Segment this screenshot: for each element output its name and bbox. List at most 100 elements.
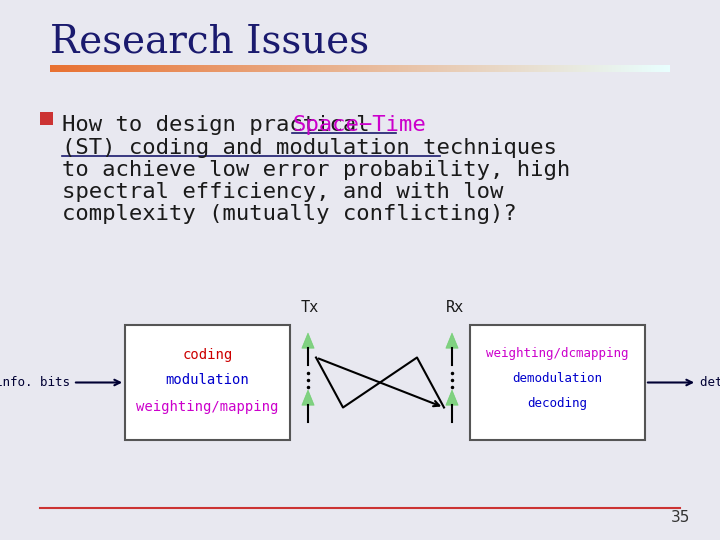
Bar [616, 65, 617, 72]
Bar [629, 65, 630, 72]
Bar [165, 65, 166, 72]
Bar [614, 65, 615, 72]
Bar [464, 65, 465, 72]
Bar [130, 65, 131, 72]
Bar [313, 65, 314, 72]
Bar [291, 65, 292, 72]
Bar [525, 65, 526, 72]
Bar [408, 65, 409, 72]
Bar [644, 65, 645, 72]
Bar [236, 65, 237, 72]
Bar [188, 65, 189, 72]
Bar [483, 65, 484, 72]
Bar [562, 65, 563, 72]
Bar [361, 65, 362, 72]
Bar [219, 65, 220, 72]
Bar [643, 65, 644, 72]
Bar [477, 65, 478, 72]
Bar [322, 65, 323, 72]
Bar [69, 65, 70, 72]
Bar [570, 65, 571, 72]
Bar [233, 65, 234, 72]
Bar [201, 65, 202, 72]
Bar [523, 65, 524, 72]
Bar [440, 65, 441, 72]
Bar [533, 65, 534, 72]
Bar [192, 65, 193, 72]
Bar [314, 65, 315, 72]
Bar [282, 65, 283, 72]
Bar [664, 65, 665, 72]
Bar [439, 65, 440, 72]
Bar [448, 65, 449, 72]
Bar [311, 65, 312, 72]
Bar [177, 65, 178, 72]
Bar [104, 65, 105, 72]
Bar [531, 65, 532, 72]
Bar [154, 65, 155, 72]
Bar [118, 65, 119, 72]
Bar [344, 65, 345, 72]
Bar [351, 65, 352, 72]
Bar [426, 65, 427, 72]
Bar [605, 65, 606, 72]
Bar [551, 65, 552, 72]
Bar [170, 65, 171, 72]
Bar [373, 65, 374, 72]
Bar [347, 65, 348, 72]
Bar [83, 65, 84, 72]
Polygon shape [446, 333, 458, 348]
Bar [382, 65, 383, 72]
Bar [65, 65, 66, 72]
Bar [239, 65, 240, 72]
Bar [125, 325, 290, 440]
Bar [583, 65, 584, 72]
Bar [371, 65, 372, 72]
Bar [568, 65, 569, 72]
Bar [618, 65, 619, 72]
Text: weighting/mapping: weighting/mapping [136, 400, 279, 414]
Bar [372, 65, 373, 72]
Bar [270, 65, 271, 72]
Bar [112, 65, 113, 72]
Bar [409, 65, 410, 72]
Bar [470, 325, 645, 440]
Bar [475, 65, 476, 72]
Bar [512, 65, 513, 72]
Bar [197, 65, 198, 72]
Bar [316, 65, 317, 72]
Bar [524, 65, 525, 72]
Bar [577, 65, 578, 72]
Bar [630, 65, 631, 72]
Bar [119, 65, 120, 72]
Bar [566, 65, 567, 72]
Bar [243, 65, 244, 72]
Bar [615, 65, 616, 72]
Bar [338, 65, 339, 72]
Bar [352, 65, 353, 72]
Bar [401, 65, 402, 72]
Bar [209, 65, 210, 72]
Bar [235, 65, 236, 72]
Bar [627, 65, 628, 72]
Bar [107, 65, 108, 72]
Bar [651, 65, 652, 72]
Bar [496, 65, 497, 72]
Bar [557, 65, 558, 72]
Bar [355, 65, 356, 72]
Bar [203, 65, 204, 72]
Bar [622, 65, 623, 72]
Bar [443, 65, 444, 72]
Bar [513, 65, 514, 72]
Bar [217, 65, 218, 72]
Text: 35: 35 [670, 510, 690, 525]
Bar [548, 65, 549, 72]
Bar [458, 65, 459, 72]
Bar [354, 65, 355, 72]
Bar [650, 65, 651, 72]
Bar [442, 65, 443, 72]
Bar [545, 65, 546, 72]
Bar [536, 65, 537, 72]
Bar [232, 65, 233, 72]
Bar [667, 65, 668, 72]
